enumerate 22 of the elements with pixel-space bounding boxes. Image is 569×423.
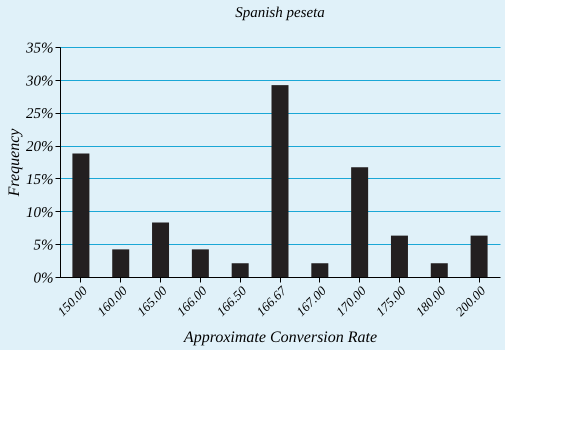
y-tick-label: 20%: [26, 139, 54, 156]
y-tick-label: 30%: [25, 73, 54, 90]
chart-title: Spanish peseta: [235, 5, 325, 21]
bar: [152, 222, 170, 277]
bar: [351, 167, 368, 277]
x-axis-title: Approximate Conversion Rate: [182, 328, 378, 346]
y-tick-label: 15%: [26, 172, 54, 188]
y-tick-label: 5%: [34, 238, 54, 254]
bar: [192, 249, 209, 277]
bar: [430, 263, 448, 277]
y-tick-label: 25%: [26, 106, 54, 122]
y-axis-title: Frequency: [6, 128, 24, 198]
bar: [232, 263, 249, 277]
bar: [311, 263, 328, 277]
y-tick-label: 0%: [34, 270, 54, 286]
y-tick-label: 10%: [26, 204, 54, 221]
bar: [72, 153, 90, 277]
bar: [272, 85, 288, 277]
bar: [112, 249, 130, 277]
y-tick-label: 35%: [25, 40, 54, 56]
bar: [390, 236, 408, 277]
bar: [470, 236, 488, 277]
